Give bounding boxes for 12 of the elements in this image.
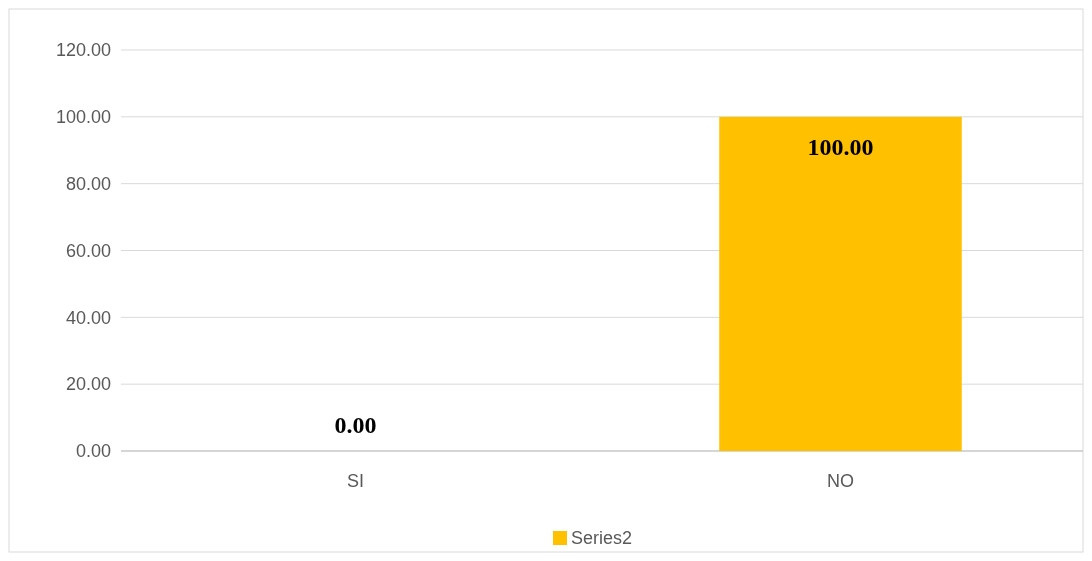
- y-tick-label: 100.00: [55, 107, 111, 128]
- text: 100.00: [807, 133, 874, 160]
- legend-label: Series2: [571, 528, 633, 549]
- y-tick-label: 60.00: [65, 240, 111, 261]
- y-tick-label: 40.00: [65, 307, 111, 328]
- x-tick-label: NO: [827, 471, 854, 491]
- y-tick-label: 0.00: [75, 441, 111, 462]
- y-tick-label: 80.00: [65, 173, 111, 194]
- y-tick-label: 120.00: [55, 40, 111, 61]
- y-tick-label: 20.00: [65, 374, 111, 395]
- x-tick-label: SI: [346, 471, 365, 491]
- text: 0.00: [334, 412, 377, 438]
